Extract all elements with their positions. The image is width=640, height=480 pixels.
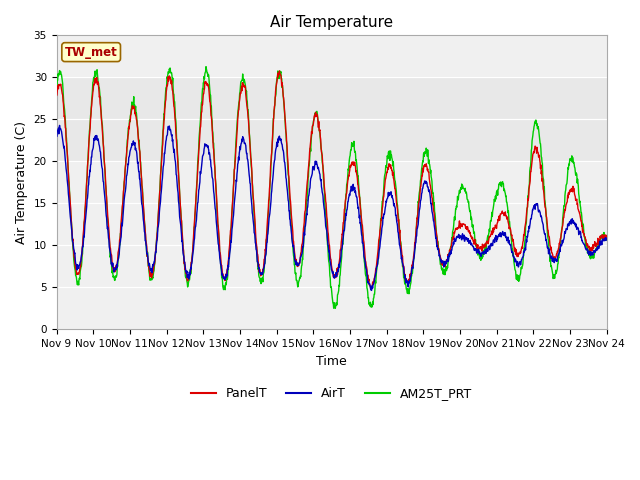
Legend: PanelT, AirT, AM25T_PRT: PanelT, AirT, AM25T_PRT xyxy=(186,383,477,406)
X-axis label: Time: Time xyxy=(316,355,347,368)
Y-axis label: Air Temperature (C): Air Temperature (C) xyxy=(15,121,28,244)
Text: TW_met: TW_met xyxy=(65,46,118,59)
Bar xyxy=(56,77,607,161)
Title: Air Temperature: Air Temperature xyxy=(270,15,393,30)
